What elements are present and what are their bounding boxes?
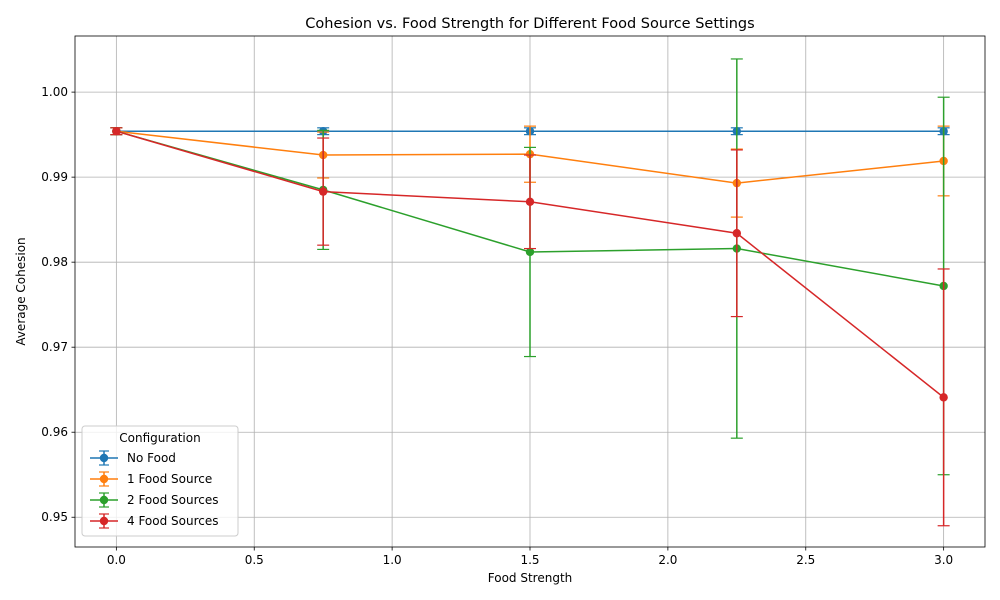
x-tick-label: 2.0 bbox=[658, 553, 677, 567]
chart-title: Cohesion vs. Food Strength for Different… bbox=[305, 16, 754, 32]
legend-item: 1 Food Source bbox=[90, 471, 212, 487]
legend-marker bbox=[99, 453, 109, 463]
legend-marker bbox=[99, 516, 109, 526]
y-tick-label: 0.98 bbox=[41, 255, 68, 269]
data-point bbox=[318, 187, 328, 196]
y-ticks: 0.95 0.96 0.97 0.98 0.99 1.00 bbox=[41, 85, 75, 524]
legend-label: 1 Food Source bbox=[127, 472, 212, 486]
legend: Configuration No Food 1 Food Source 2 Food… bbox=[81, 425, 239, 537]
y-tick-label: 0.95 bbox=[41, 510, 68, 524]
data-point bbox=[525, 247, 535, 257]
plot-frame bbox=[74, 35, 986, 548]
x-tick-label: 0.0 bbox=[107, 553, 126, 567]
legend-item: No Food bbox=[90, 450, 176, 466]
y-tick-label: 0.97 bbox=[41, 340, 68, 354]
series-layer bbox=[110, 58, 950, 527]
y-tick-label: 0.99 bbox=[41, 170, 68, 184]
legend-title: Configuration bbox=[119, 431, 200, 445]
y-tick-label: 1.00 bbox=[41, 85, 68, 99]
x-ticks: 0.0 0.5 1.0 1.5 2.0 2.5 3.0 bbox=[107, 547, 953, 567]
legend-marker bbox=[99, 495, 109, 505]
x-tick-label: 3.0 bbox=[934, 553, 953, 567]
legend-item: 2 Food Sources bbox=[90, 492, 219, 508]
legend-box bbox=[81, 425, 239, 537]
data-point bbox=[732, 229, 742, 238]
legend-label: 2 Food Sources bbox=[127, 493, 219, 507]
series-4-food-sources bbox=[110, 127, 950, 527]
x-tick-label: 1.5 bbox=[520, 553, 539, 567]
x-tick-label: 2.5 bbox=[796, 553, 815, 567]
y-tick-label: 0.96 bbox=[41, 425, 68, 439]
x-tick-label: 1.0 bbox=[383, 553, 402, 567]
legend-label: No Food bbox=[127, 451, 176, 465]
y-axis-label: Average Cohesion bbox=[14, 237, 28, 345]
data-point bbox=[939, 393, 948, 402]
data-point bbox=[112, 127, 121, 136]
legend-marker bbox=[99, 474, 109, 484]
legend-label: 4 Food Sources bbox=[127, 514, 219, 528]
legend-item: 4 Food Sources bbox=[90, 513, 219, 529]
x-axis-label: Food Strength bbox=[488, 571, 573, 585]
data-point bbox=[525, 197, 535, 206]
x-tick-label: 0.5 bbox=[245, 553, 264, 567]
